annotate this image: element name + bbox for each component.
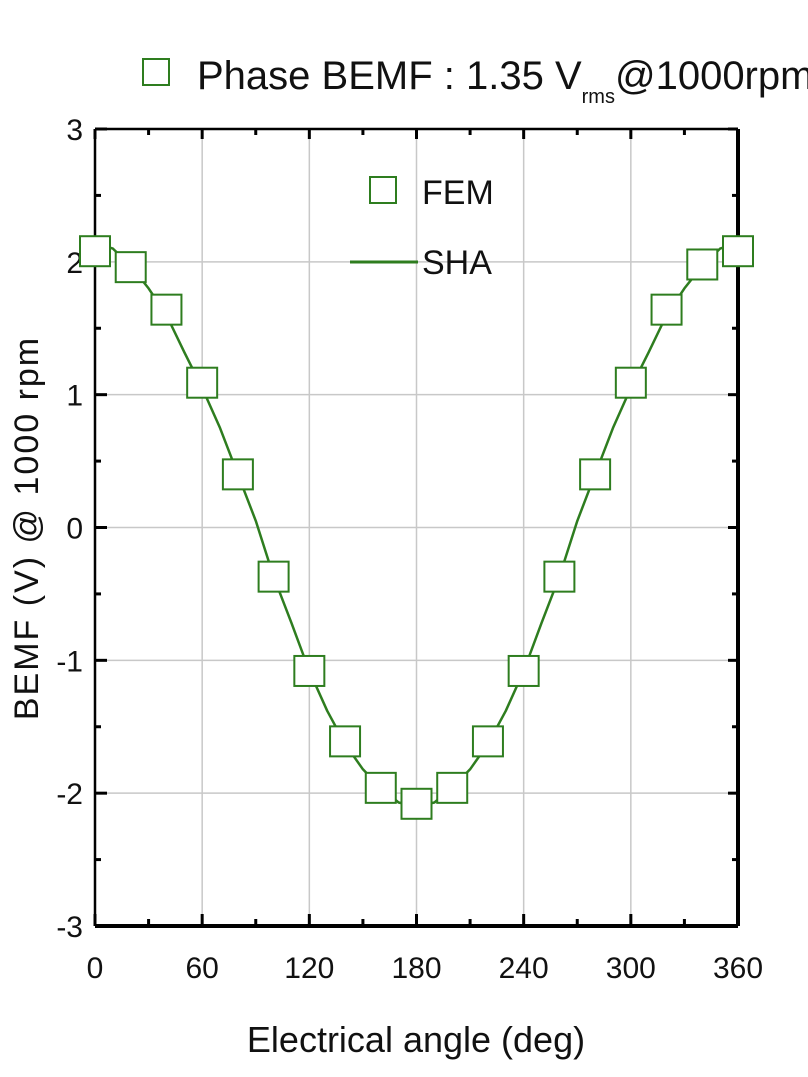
x-tick-label: 60	[185, 952, 218, 985]
fem-marker	[579, 458, 612, 491]
y-axis-label: BEMF (V) @ 1000 rpm	[8, 336, 46, 720]
tick-labels: 0 60 120 180 240 300 360 -3 -2 -1 0 1 2 3	[56, 114, 763, 985]
x-axis-label: Electrical angle (deg)	[247, 1019, 585, 1060]
chart-title-suffix: @1000rpm	[615, 54, 808, 98]
x-tick-label: 0	[87, 952, 104, 985]
y-tick-label: 2	[66, 247, 83, 280]
x-tick-label: 120	[284, 952, 334, 985]
title-fem-marker-icon	[142, 58, 170, 86]
fem-marker	[614, 366, 647, 399]
fem-marker	[114, 251, 147, 284]
fem-marker	[686, 248, 719, 281]
fem-marker	[257, 560, 290, 593]
fem-marker	[471, 725, 504, 758]
series-fem	[79, 235, 754, 820]
x-tick-label: 180	[391, 952, 441, 985]
fem-marker	[186, 366, 219, 399]
chart-title: Phase BEMF : 1.35 Vrms@1000rpm	[197, 54, 808, 108]
y-tick-label: 1	[66, 380, 83, 413]
y-tick-label: -2	[56, 778, 83, 811]
y-tick-label: 0	[66, 513, 83, 546]
fem-marker	[722, 235, 754, 268]
x-tick-label: 240	[499, 952, 549, 985]
fem-marker	[400, 787, 433, 820]
x-tick-label: 300	[606, 952, 656, 985]
fem-marker	[650, 293, 683, 326]
chart-title-prefix: Phase BEMF : 1.35 V	[197, 54, 582, 98]
legend-fem-marker-icon	[369, 176, 397, 204]
legend-sha-label: SHA	[422, 244, 492, 282]
y-tick-label: 3	[66, 114, 83, 147]
y-tick-label: -3	[56, 911, 83, 944]
legend: FEM SHA	[350, 174, 494, 282]
chart-title-subscript: rms	[582, 86, 615, 108]
fem-marker	[364, 771, 397, 804]
fem-marker	[436, 771, 469, 804]
fem-marker	[507, 654, 540, 687]
fem-marker	[543, 560, 576, 593]
fem-marker	[150, 293, 183, 326]
fem-marker	[329, 725, 362, 758]
fem-marker	[221, 458, 254, 491]
x-tick-label: 360	[713, 952, 763, 985]
y-tick-label: -1	[56, 645, 83, 678]
fem-marker	[293, 654, 326, 687]
legend-fem-label: FEM	[422, 174, 494, 212]
fem-marker	[79, 235, 111, 268]
